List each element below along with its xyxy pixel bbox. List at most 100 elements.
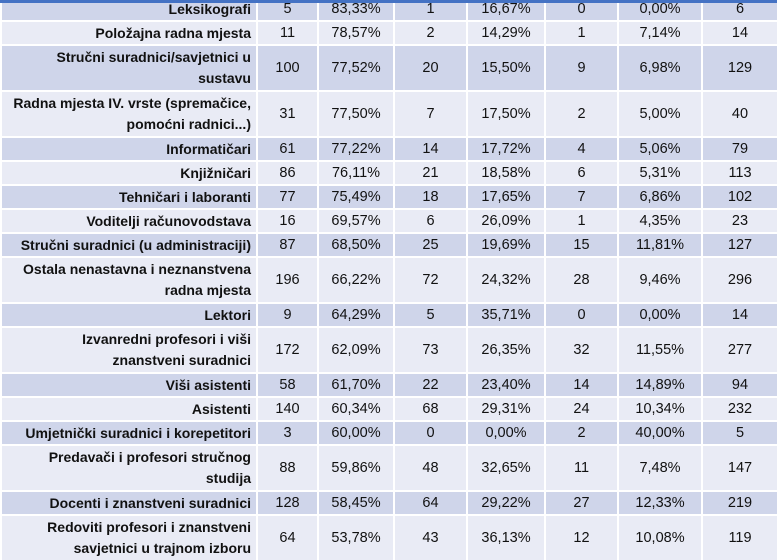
cell-count-1: 3 [256,420,319,446]
cell-count-2: 5 [393,302,468,328]
cell-count-3: 9 [544,44,619,92]
cell-count-1: 58 [256,372,319,398]
cell-percent-2: 17,50% [466,90,546,138]
cell-count-1: 140 [256,396,319,422]
table-row: Redoviti profesori i znanstveni savjetni… [0,514,777,560]
cell-count-3: 6 [544,160,619,186]
cell-total: 94 [701,372,777,398]
cell-percent-1: 64,29% [317,302,395,328]
cell-count-1: 86 [256,160,319,186]
cell-percent-1: 68,50% [317,232,395,258]
cell-percent-1: 76,11% [317,160,395,186]
cell-percent-3: 5,00% [617,90,703,138]
cell-count-1: 77 [256,184,319,210]
cell-percent-3: 6,86% [617,184,703,210]
cell-count-1: 5 [256,0,319,22]
cell-percent-2: 26,35% [466,326,546,374]
cell-percent-1: 62,09% [317,326,395,374]
cell-count-1: 172 [256,326,319,374]
cell-count-2: 48 [393,444,468,492]
row-label: Redoviti profesori i znanstveni savjetni… [0,514,258,560]
table-row: Položajna radna mjesta 11 78,57% 2 14,29… [0,20,777,46]
cell-total: 113 [701,160,777,186]
row-label: Leksikografi [0,0,258,22]
row-label: Stručni suradnici/savjetnici u sustavu [0,44,258,92]
cell-total: 296 [701,256,777,304]
cell-total: 14 [701,302,777,328]
cell-count-2: 73 [393,326,468,374]
cell-percent-1: 58,45% [317,490,395,516]
cell-percent-2: 16,67% [466,0,546,22]
cell-count-3: 15 [544,232,619,258]
cell-count-2: 14 [393,136,468,162]
cell-percent-2: 15,50% [466,44,546,92]
cell-count-2: 64 [393,490,468,516]
cell-count-2: 72 [393,256,468,304]
cell-count-3: 32 [544,326,619,374]
table-row: Izvanredni profesori i viši znanstveni s… [0,326,777,374]
cell-count-2: 68 [393,396,468,422]
cell-count-2: 25 [393,232,468,258]
cell-count-2: 1 [393,0,468,22]
row-label: Docenti i znanstveni suradnici [0,490,258,516]
row-label: Informatičari [0,136,258,162]
table-row: Radna mjesta IV. vrste (spremačice, pomo… [0,90,777,138]
cell-percent-1: 77,50% [317,90,395,138]
cell-count-1: 128 [256,490,319,516]
table-row: Stručni suradnici/savjetnici u sustavu 1… [0,44,777,92]
row-label: Knjižničari [0,160,258,186]
table-row: Voditelji računovodstava 16 69,57% 6 26,… [0,208,777,234]
cell-percent-3: 6,98% [617,44,703,92]
cell-count-1: 88 [256,444,319,492]
cell-count-3: 27 [544,490,619,516]
table-row: Leksikografi 5 83,33% 1 16,67% 0 0,00% 6 [0,0,777,22]
table-row: Knjižničari 86 76,11% 21 18,58% 6 5,31% … [0,160,777,186]
table-row: Asistenti 140 60,34% 68 29,31% 24 10,34%… [0,396,777,422]
cell-percent-1: 83,33% [317,0,395,22]
cell-percent-1: 75,49% [317,184,395,210]
cell-total: 147 [701,444,777,492]
row-label: Voditelji računovodstava [0,208,258,234]
table-row: Predavači i profesori stručnog studija 8… [0,444,777,492]
table-row: Ostala nenastavna i neznanstvena radna m… [0,256,777,304]
cell-count-3: 0 [544,0,619,22]
cell-count-2: 20 [393,44,468,92]
table-row: Informatičari 61 77,22% 14 17,72% 4 5,06… [0,136,777,162]
cell-total: 232 [701,396,777,422]
cell-total: 40 [701,90,777,138]
cell-percent-3: 5,31% [617,160,703,186]
cell-percent-3: 40,00% [617,420,703,446]
cell-count-2: 7 [393,90,468,138]
row-label: Lektori [0,302,258,328]
cell-percent-1: 60,34% [317,396,395,422]
table-row: Docenti i znanstveni suradnici 128 58,45… [0,490,777,516]
cell-count-2: 22 [393,372,468,398]
cell-total: 127 [701,232,777,258]
cell-percent-2: 18,58% [466,160,546,186]
cell-count-3: 4 [544,136,619,162]
cell-count-3: 0 [544,302,619,328]
cell-count-1: 64 [256,514,319,560]
cell-percent-2: 29,31% [466,396,546,422]
cell-count-1: 31 [256,90,319,138]
cell-count-1: 196 [256,256,319,304]
cell-count-1: 100 [256,44,319,92]
cell-percent-2: 26,09% [466,208,546,234]
cell-total: 23 [701,208,777,234]
cell-total: 14 [701,20,777,46]
cell-total: 119 [701,514,777,560]
row-label: Umjetnički suradnici i korepetitori [0,420,258,446]
cell-count-3: 2 [544,90,619,138]
table-row: Tehničari i laboranti 77 75,49% 18 17,65… [0,184,777,210]
cell-percent-3: 0,00% [617,0,703,22]
table-row: Lektori 9 64,29% 5 35,71% 0 0,00% 14 [0,302,777,328]
cell-total: 102 [701,184,777,210]
cell-percent-3: 7,48% [617,444,703,492]
row-label: Stručni suradnici (u administraciji) [0,232,258,258]
cell-percent-1: 60,00% [317,420,395,446]
cell-count-3: 11 [544,444,619,492]
cell-percent-2: 23,40% [466,372,546,398]
table-row: Viši asistenti 58 61,70% 22 23,40% 14 14… [0,372,777,398]
cell-percent-3: 14,89% [617,372,703,398]
